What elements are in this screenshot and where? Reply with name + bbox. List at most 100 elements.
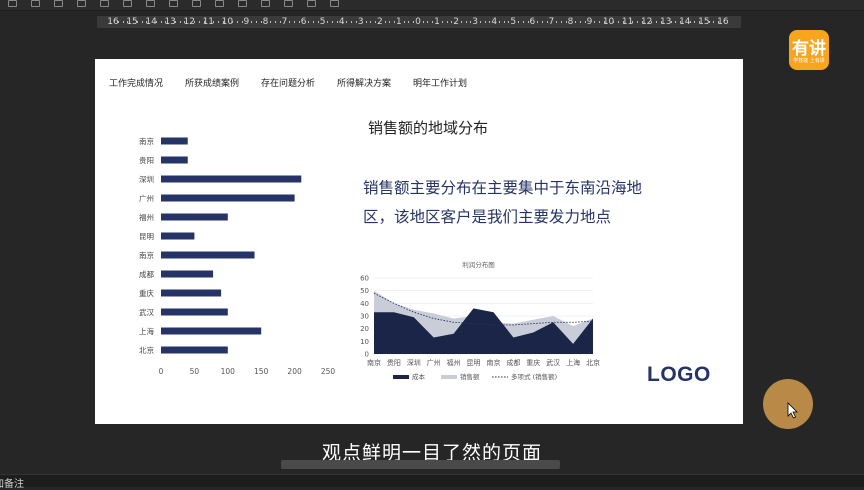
y-tick-label: 40 xyxy=(360,300,369,308)
text-a-icon[interactable] xyxy=(238,0,247,7)
ruler-dot xyxy=(603,21,605,23)
bar-category-label: 重庆 xyxy=(139,288,154,298)
ruler-dot xyxy=(370,21,372,23)
nav-item-work-status[interactable]: 工作完成情况 xyxy=(109,79,164,89)
more-icon[interactable] xyxy=(330,0,339,7)
ruler-label: 7 xyxy=(548,17,555,27)
ruler-dot xyxy=(327,21,329,23)
ruler-dot xyxy=(565,21,567,23)
shape-icon[interactable] xyxy=(31,0,40,7)
x-category-label: 南京 xyxy=(367,358,381,367)
bar xyxy=(161,251,255,259)
horizontal-scrollbar[interactable] xyxy=(281,460,560,469)
ruler-dot xyxy=(699,21,701,23)
ruler-dot xyxy=(127,21,129,23)
ruler-dot xyxy=(670,21,672,23)
x-tick-label: 200 xyxy=(287,367,302,376)
ruler-dot xyxy=(489,21,491,23)
ruler-dot xyxy=(155,21,157,23)
video-subtitle: 观点鲜明一目了然的页面 xyxy=(321,442,542,464)
legend-swatch xyxy=(441,375,457,379)
ruler-dot xyxy=(389,21,391,23)
ruler-dot xyxy=(270,21,272,23)
ruler-label: 8 xyxy=(567,17,574,27)
circle-icon[interactable] xyxy=(215,0,224,7)
bar-category-label: 深圳 xyxy=(139,174,154,184)
headline-text[interactable]: 销售额主要分布在主要集中于东南沿海地区，该地区客户是我们主要发力地点 xyxy=(363,179,643,226)
ruler-dot xyxy=(651,21,653,23)
app-badge-name: 有讲 xyxy=(792,39,826,59)
bar xyxy=(161,289,222,297)
bar-category-label: 贵阳 xyxy=(139,155,154,165)
add-notes-label[interactable]: 加备注 xyxy=(0,479,24,490)
ruler-dot xyxy=(637,21,639,23)
ruler-dot xyxy=(260,21,262,23)
ruler-dot xyxy=(346,21,348,23)
cursor-icon[interactable] xyxy=(8,0,17,7)
y-tick-label: 20 xyxy=(360,325,369,333)
ruler-label: 5 xyxy=(510,17,517,27)
area-chart-title: 利润分布图 xyxy=(462,260,495,269)
ruler-dot xyxy=(122,21,124,23)
ruler-dot xyxy=(594,21,596,23)
slide-canvas[interactable]: 工作完成情况 所获成绩案例 存在问题分析 所得解决方案 明年工作计划 销售额的地… xyxy=(95,59,743,424)
nav-item-achievements[interactable]: 所获成绩案例 xyxy=(185,79,240,89)
bar xyxy=(161,175,302,183)
ruler-dot xyxy=(632,21,634,23)
x-category-label: 昆明 xyxy=(467,359,481,367)
ruler-dot xyxy=(179,21,181,23)
x-tick-label: 250 xyxy=(321,367,336,376)
nav-item-solutions[interactable]: 所得解决方案 xyxy=(337,79,392,89)
ruler-label: 12 xyxy=(183,17,195,27)
ruler-dot xyxy=(537,21,539,23)
bar-category-label: 昆明 xyxy=(139,232,154,241)
bar xyxy=(161,156,188,164)
nav-item-next-year-plan[interactable]: 明年工作计划 xyxy=(413,79,468,89)
line-icon[interactable] xyxy=(77,0,86,7)
ruler-dot xyxy=(441,21,443,23)
ruler-dot xyxy=(518,21,520,23)
ruler-label: 4 xyxy=(338,17,345,27)
ruler-dot xyxy=(575,21,577,23)
ruler-dot xyxy=(136,21,138,23)
slide-title[interactable]: 销售额的地域分布 xyxy=(368,119,489,137)
bar xyxy=(161,232,195,240)
ruler-dot xyxy=(160,21,162,23)
legend-label: 销售额 xyxy=(460,372,480,381)
ruler-dot xyxy=(584,21,586,23)
ruler-dot xyxy=(194,21,195,23)
ruler-dot xyxy=(694,21,696,23)
text-icon[interactable] xyxy=(54,0,63,7)
ruler-label: 8 xyxy=(262,17,269,27)
nav-item-problems[interactable]: 存在问题分析 xyxy=(261,79,316,89)
pen-icon[interactable] xyxy=(100,0,109,7)
ruler-dot xyxy=(718,21,720,23)
y-tick-label: 10 xyxy=(360,338,369,346)
ruler-label: 10 xyxy=(221,17,234,27)
copy-icon[interactable] xyxy=(123,0,132,7)
text-a-icon[interactable] xyxy=(261,0,270,7)
ruler-dot xyxy=(117,21,119,23)
x-category-label: 上海 xyxy=(566,358,580,367)
ruler-dot xyxy=(184,21,186,23)
ruler-dot xyxy=(579,21,581,23)
box-icon[interactable] xyxy=(169,0,178,7)
box-icon[interactable] xyxy=(146,0,155,7)
x-tick-label: 150 xyxy=(254,367,269,376)
ruler-dot xyxy=(198,21,200,23)
ruler-dot xyxy=(675,21,677,23)
grid-icon[interactable] xyxy=(307,0,316,7)
ruler-label: 10 xyxy=(602,17,615,27)
ruler-dot xyxy=(203,21,205,23)
ruler-dot xyxy=(365,21,367,23)
align-icon[interactable] xyxy=(284,0,293,7)
ruler-dot xyxy=(241,21,243,23)
ruler-label: 16 xyxy=(107,17,119,27)
ruler-dot xyxy=(146,21,148,23)
crop-icon[interactable] xyxy=(192,0,201,7)
ruler-dot xyxy=(460,21,462,23)
ruler-dot xyxy=(556,21,558,23)
ruler-label: 1 xyxy=(434,17,440,27)
